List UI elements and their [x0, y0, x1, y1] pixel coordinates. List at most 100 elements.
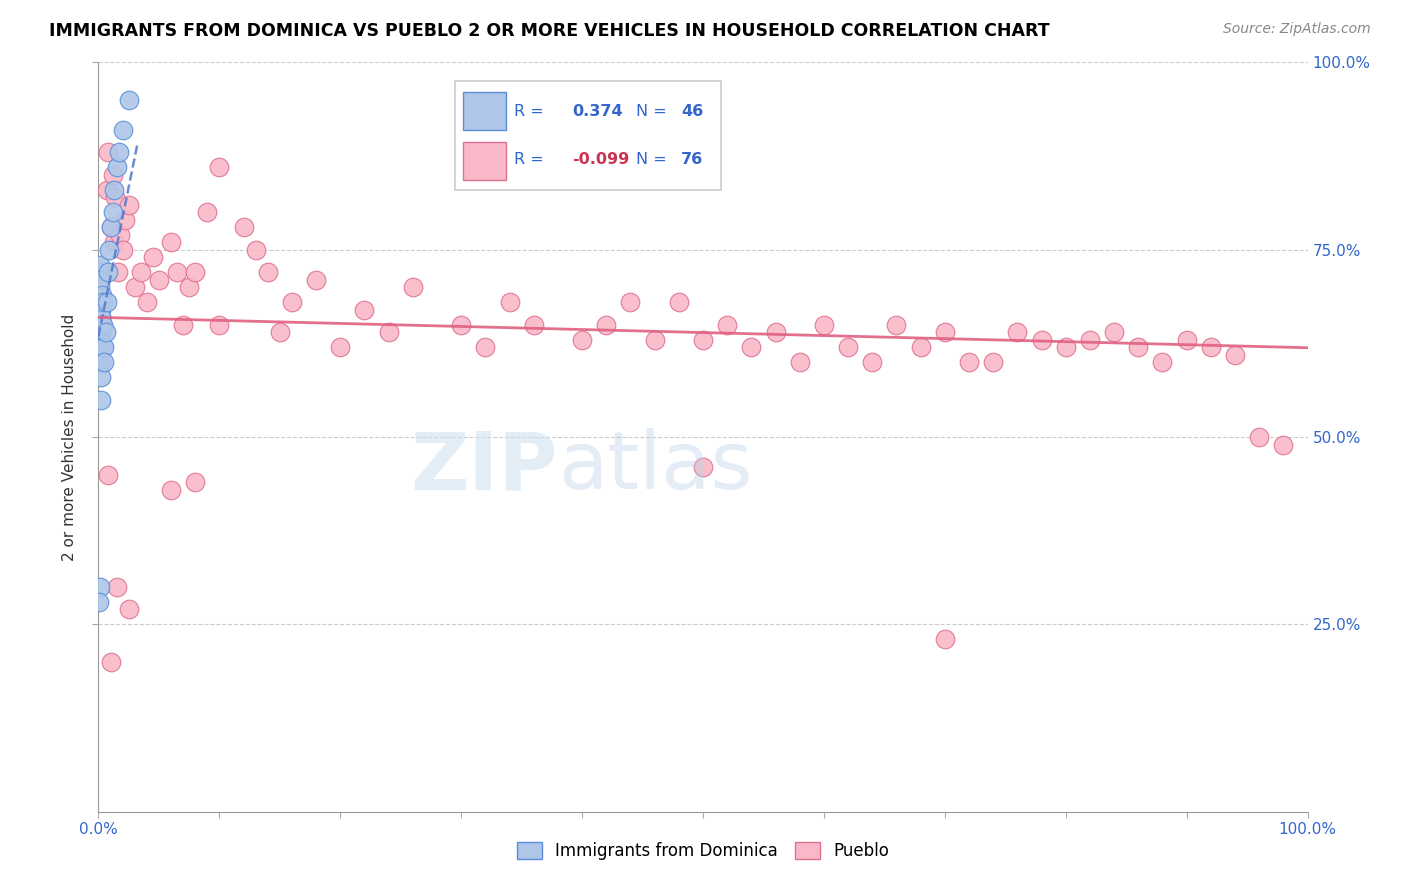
Point: [91, 295, 114, 310]
Point: [129, 265, 152, 279]
Point: [89, 318, 111, 332]
Point: [934, 632, 956, 647]
Point: [981, 355, 1004, 369]
Point: [90, 392, 112, 407]
Point: [1272, 437, 1295, 451]
Point: [179, 280, 201, 294]
Text: IMMIGRANTS FROM DOMINICA VS PUEBLO 2 OR MORE VEHICLES IN HOUSEHOLD CORRELATION C: IMMIGRANTS FROM DOMINICA VS PUEBLO 2 OR …: [49, 22, 1050, 40]
Point: [1031, 333, 1053, 347]
Point: [89, 273, 111, 287]
Point: [184, 475, 207, 489]
Point: [103, 183, 125, 197]
Point: [108, 145, 131, 160]
Point: [160, 235, 183, 250]
Point: [90, 310, 112, 325]
Point: [107, 265, 129, 279]
Point: [108, 227, 131, 242]
Point: [195, 205, 218, 219]
Point: [450, 318, 472, 332]
Point: [148, 273, 170, 287]
Point: [1078, 333, 1101, 347]
Point: [103, 235, 125, 250]
Point: [118, 93, 141, 107]
Text: atlas: atlas: [558, 428, 752, 506]
Point: [571, 333, 593, 347]
Point: [89, 295, 111, 310]
Point: [90, 340, 112, 354]
Point: [124, 280, 146, 294]
Point: [90, 302, 112, 317]
Point: [353, 302, 375, 317]
Legend: Immigrants from Dominica, Pueblo: Immigrants from Dominica, Pueblo: [510, 836, 896, 867]
Point: [1102, 325, 1125, 339]
Point: [100, 655, 122, 669]
Point: [98, 243, 121, 257]
Point: [474, 340, 496, 354]
Point: [135, 295, 157, 310]
Point: [90, 325, 112, 339]
Point: [377, 325, 399, 339]
Point: [104, 190, 127, 204]
Point: [172, 318, 194, 332]
Point: [619, 295, 641, 310]
Point: [329, 340, 352, 354]
Point: [94, 325, 117, 339]
Point: [208, 318, 231, 332]
Point: [160, 483, 183, 497]
Point: [1007, 325, 1029, 339]
Point: [97, 265, 120, 279]
Point: [498, 295, 520, 310]
Point: [89, 333, 111, 347]
Point: [93, 340, 115, 354]
Point: [89, 265, 111, 279]
Point: [91, 340, 114, 354]
Point: [1199, 340, 1222, 354]
Point: [101, 168, 124, 182]
Point: [245, 243, 267, 257]
Point: [97, 467, 120, 482]
Text: Source: ZipAtlas.com: Source: ZipAtlas.com: [1223, 22, 1371, 37]
Y-axis label: 2 or more Vehicles in Household: 2 or more Vehicles in Household: [62, 313, 77, 561]
Point: [111, 123, 134, 137]
Point: [91, 318, 114, 332]
Point: [89, 295, 111, 310]
Point: [90, 310, 112, 325]
Point: [837, 340, 859, 354]
Point: [100, 220, 122, 235]
Point: [89, 280, 111, 294]
Point: [957, 355, 980, 369]
Point: [166, 265, 188, 279]
Point: [89, 333, 111, 347]
Point: [934, 325, 956, 339]
Point: [89, 580, 111, 594]
Point: [89, 310, 111, 325]
Point: [281, 295, 304, 310]
Point: [101, 205, 124, 219]
Point: [89, 302, 111, 317]
Point: [114, 212, 136, 227]
Point: [89, 595, 111, 609]
Point: [1223, 348, 1246, 362]
Point: [305, 273, 328, 287]
Point: [402, 280, 425, 294]
Point: [269, 325, 291, 339]
Point: [91, 287, 114, 301]
Point: [595, 318, 617, 332]
Point: [765, 325, 787, 339]
Point: [523, 318, 546, 332]
Point: [87, 355, 110, 369]
Point: [90, 333, 112, 347]
Point: [813, 318, 835, 332]
Point: [256, 265, 278, 279]
Point: [789, 355, 811, 369]
Point: [105, 161, 128, 175]
Point: [105, 580, 128, 594]
Point: [111, 243, 134, 257]
Point: [96, 295, 118, 310]
Point: [89, 340, 111, 354]
Point: [886, 318, 908, 332]
Point: [97, 145, 120, 160]
Point: [100, 220, 122, 235]
Text: ZIP: ZIP: [411, 428, 558, 506]
Point: [692, 333, 714, 347]
